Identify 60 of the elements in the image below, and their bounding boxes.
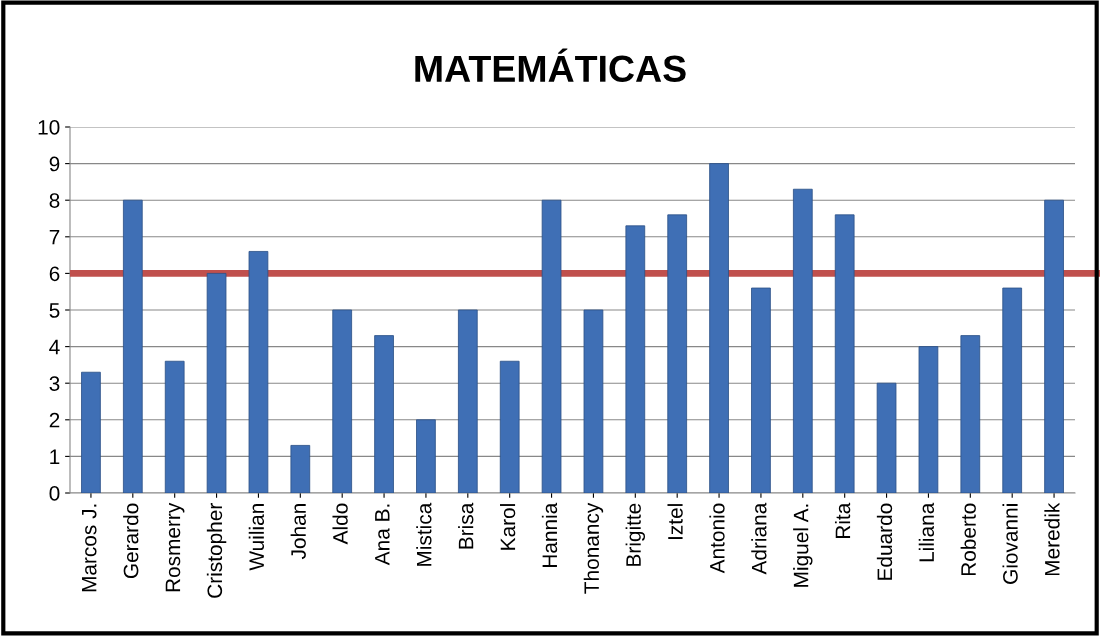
x-tick-label: Brisa <box>458 502 474 549</box>
x-tick-label: Mistica <box>416 502 432 566</box>
x-tick-label: Antonio <box>709 503 725 574</box>
bar <box>248 251 269 493</box>
y-tick-label: 6 <box>49 266 60 282</box>
bar <box>290 445 311 493</box>
bar <box>667 214 688 493</box>
y-tick-label: 9 <box>49 156 60 172</box>
bar <box>499 360 520 493</box>
x-tick-label: Rosmerry <box>165 502 185 592</box>
x-tick-label: Giovanni <box>1002 504 1018 584</box>
y-tick-label: 0 <box>49 486 60 501</box>
x-tick-label: Wuilian <box>248 504 265 571</box>
bar <box>374 335 394 493</box>
y-tick-label: 1 <box>50 449 60 464</box>
x-tick-label: Liliana <box>918 502 935 562</box>
bar <box>751 287 771 493</box>
bar <box>1044 199 1064 493</box>
y-tick-label: 8 <box>49 193 60 208</box>
x-tick-label: Brigitte <box>625 503 646 566</box>
y-tick-label: 5 <box>49 303 60 318</box>
y-tick-label: 2 <box>49 412 60 428</box>
x-tick-label: Cristopher <box>206 503 227 598</box>
bar <box>541 199 562 493</box>
y-tick-label: 3 <box>49 376 60 391</box>
x-tick-label: Hannia <box>541 502 558 568</box>
x-tick-label: Miguel A. <box>793 504 813 587</box>
bar <box>206 272 227 493</box>
x-tick-label: Ana B. <box>375 504 390 566</box>
y-tick-label: 10 <box>38 120 60 135</box>
x-tick-label: Aldo <box>332 503 348 545</box>
bar <box>960 335 981 493</box>
x-tick-label: Iztel <box>667 504 683 539</box>
x-tick-label: Eduardo <box>876 503 893 580</box>
x-tick-label: Gerardo <box>123 503 139 579</box>
bar <box>1002 287 1023 493</box>
bar <box>81 371 101 493</box>
x-tick-label: Roberto <box>960 503 976 576</box>
chart-title: MATEMÁTICAS <box>415 48 686 83</box>
bar <box>625 225 646 493</box>
x-tick-label: Marcos J. <box>81 504 97 592</box>
y-tick-label: 4 <box>49 339 60 355</box>
x-tick-label: Thonancy <box>583 502 604 594</box>
x-tick-label: Meredik <box>1044 502 1060 576</box>
bar <box>834 214 855 493</box>
bar <box>876 382 897 493</box>
x-tick-label: Adriana <box>751 502 767 575</box>
x-tick-label: Karol <box>499 504 516 550</box>
bar <box>164 360 185 493</box>
bar <box>583 309 604 493</box>
bar <box>416 419 436 493</box>
x-tick-label: Rita <box>834 502 851 539</box>
bar <box>792 188 813 493</box>
bar <box>122 199 143 493</box>
bar <box>332 309 353 493</box>
y-tick-label: 7 <box>49 230 60 245</box>
x-tick-label: Johan <box>290 504 306 560</box>
bar <box>918 346 939 493</box>
bar <box>457 309 478 493</box>
bar <box>709 163 729 493</box>
